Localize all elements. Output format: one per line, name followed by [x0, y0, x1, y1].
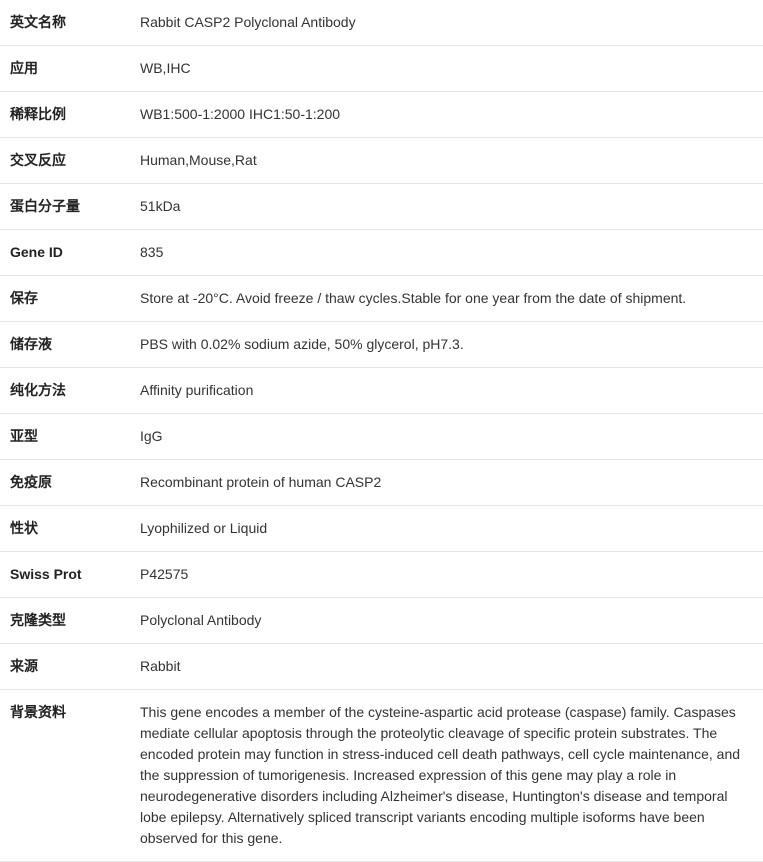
- table-row: Swiss ProtP42575: [0, 552, 763, 598]
- row-label: 蛋白分子量: [0, 184, 130, 230]
- row-label: 稀释比例: [0, 92, 130, 138]
- table-row: 稀释比例WB1:500-1:2000 IHC1:50-1:200: [0, 92, 763, 138]
- row-label: 克隆类型: [0, 598, 130, 644]
- row-value: 51kDa: [130, 184, 763, 230]
- row-label: 储存液: [0, 322, 130, 368]
- table-row: 克隆类型Polyclonal Antibody: [0, 598, 763, 644]
- row-value: IgG: [130, 414, 763, 460]
- row-label: 交叉反应: [0, 138, 130, 184]
- spec-table: 英文名称Rabbit CASP2 Polyclonal Antibody应用WB…: [0, 0, 763, 862]
- table-row: 储存液PBS with 0.02% sodium azide, 50% glyc…: [0, 322, 763, 368]
- table-row: 性状Lyophilized or Liquid: [0, 506, 763, 552]
- table-row: 蛋白分子量51kDa: [0, 184, 763, 230]
- row-label: Gene ID: [0, 230, 130, 276]
- table-row: 英文名称Rabbit CASP2 Polyclonal Antibody: [0, 0, 763, 46]
- table-row: Gene ID835: [0, 230, 763, 276]
- row-value: Human,Mouse,Rat: [130, 138, 763, 184]
- table-row: 来源Rabbit: [0, 644, 763, 690]
- row-value: This gene encodes a member of the cystei…: [130, 690, 763, 862]
- row-value: Lyophilized or Liquid: [130, 506, 763, 552]
- table-row: 交叉反应Human,Mouse,Rat: [0, 138, 763, 184]
- row-value: WB,IHC: [130, 46, 763, 92]
- row-label: 免疫原: [0, 460, 130, 506]
- row-value: Affinity purification: [130, 368, 763, 414]
- row-value: P42575: [130, 552, 763, 598]
- row-label: 保存: [0, 276, 130, 322]
- table-row: 免疫原Recombinant protein of human CASP2: [0, 460, 763, 506]
- row-value: Store at -20°C. Avoid freeze / thaw cycl…: [130, 276, 763, 322]
- row-label: 英文名称: [0, 0, 130, 46]
- row-label: Swiss Prot: [0, 552, 130, 598]
- table-row: 亚型IgG: [0, 414, 763, 460]
- row-value: Recombinant protein of human CASP2: [130, 460, 763, 506]
- row-label: 应用: [0, 46, 130, 92]
- table-row: 纯化方法Affinity purification: [0, 368, 763, 414]
- row-label: 背景资料: [0, 690, 130, 862]
- row-value: WB1:500-1:2000 IHC1:50-1:200: [130, 92, 763, 138]
- table-row: 应用WB,IHC: [0, 46, 763, 92]
- row-label: 纯化方法: [0, 368, 130, 414]
- row-value: Rabbit: [130, 644, 763, 690]
- table-row: 背景资料This gene encodes a member of the cy…: [0, 690, 763, 862]
- row-value: 835: [130, 230, 763, 276]
- row-label: 亚型: [0, 414, 130, 460]
- row-value: Rabbit CASP2 Polyclonal Antibody: [130, 0, 763, 46]
- row-label: 性状: [0, 506, 130, 552]
- spec-table-body: 英文名称Rabbit CASP2 Polyclonal Antibody应用WB…: [0, 0, 763, 862]
- row-value: PBS with 0.02% sodium azide, 50% glycero…: [130, 322, 763, 368]
- table-row: 保存Store at -20°C. Avoid freeze / thaw cy…: [0, 276, 763, 322]
- row-label: 来源: [0, 644, 130, 690]
- row-value: Polyclonal Antibody: [130, 598, 763, 644]
